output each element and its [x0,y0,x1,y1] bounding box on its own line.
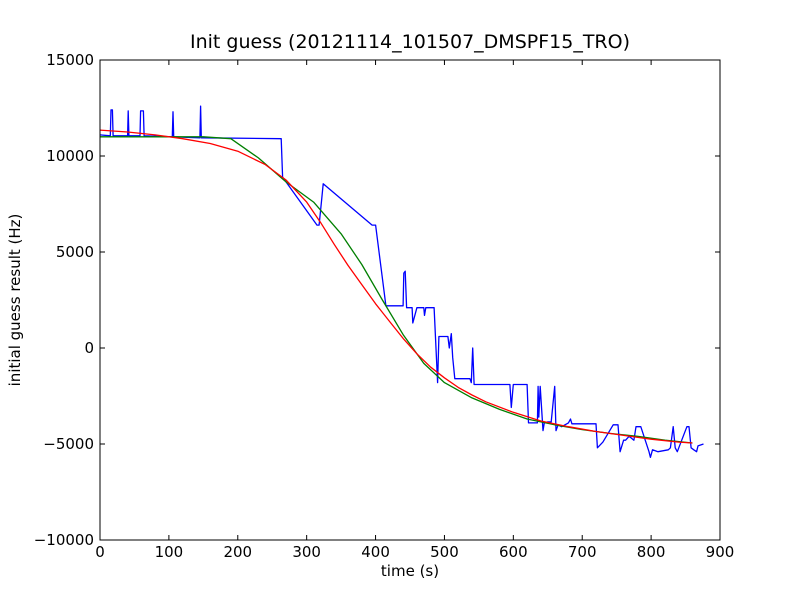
x-tick-label: 400 [361,543,390,561]
y-tick-label: 0 [84,339,94,357]
x-tick-label: 800 [637,543,666,561]
x-tick-label: 100 [155,543,184,561]
y-tick-label: 10000 [46,147,94,165]
y-tick-label: 15000 [46,51,94,69]
x-tick-label: 700 [568,543,597,561]
series-line-3 [100,129,693,444]
y-tick-label: 5000 [56,243,94,261]
x-tick-label: 300 [292,543,321,561]
y-tick-label: −10000 [34,531,94,549]
x-axis-title: time (s) [381,562,439,580]
series-layer [100,105,704,459]
chart-title: Init guess (20121114_101507_DMSPF15_TRO) [190,31,630,53]
x-tick-label: 200 [223,543,252,561]
y-axis-title: initial guess result (Hz) [6,214,24,387]
axes-frame [99,59,721,541]
x-tick-label: 900 [706,543,735,561]
ticks-layer: 0 100 200 300 400 500 600 700 800 900 −10000 −5000 0… [34,51,735,561]
x-tick-label: 600 [499,543,528,561]
x-tick-label: 500 [430,543,459,561]
y-tick-label: −5000 [43,435,94,453]
x-tick-label: 0 [95,543,105,561]
